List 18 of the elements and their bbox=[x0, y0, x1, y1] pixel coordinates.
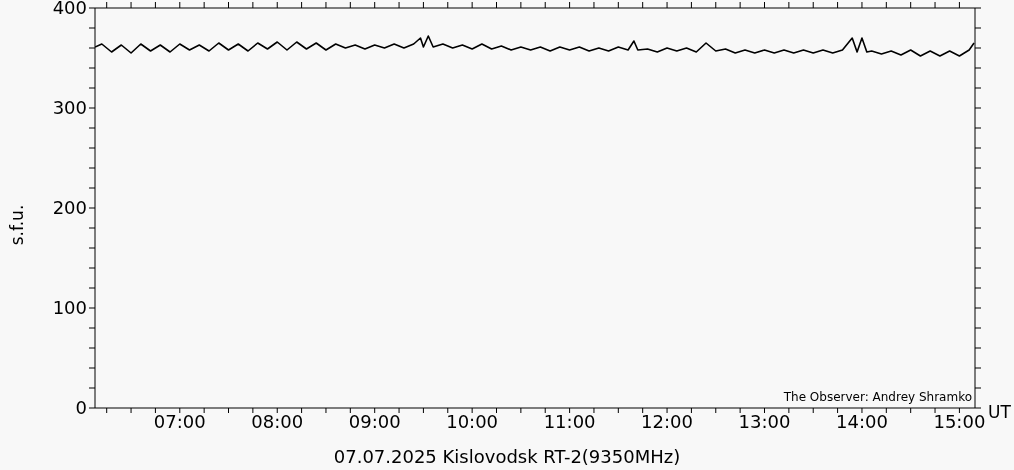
y-tick-label: 300 bbox=[52, 97, 87, 119]
annotation: The Observer: Andrey Shramko bbox=[783, 390, 972, 404]
y-tick-label: 200 bbox=[52, 197, 87, 219]
x-tick-label: 12:00 bbox=[641, 410, 693, 432]
y-tick-label: 400 bbox=[52, 0, 87, 19]
x-axis-title: UT bbox=[988, 402, 1011, 422]
x-tick-label: 09:00 bbox=[348, 410, 401, 432]
x-tick-label: 08:00 bbox=[251, 410, 304, 432]
x-tick-label: 11:00 bbox=[543, 410, 596, 432]
x-tick-label: 10:00 bbox=[446, 410, 499, 432]
y-tick-label: 100 bbox=[52, 297, 87, 319]
y-tick-label: 0 bbox=[75, 397, 87, 419]
text: 07.07.2025 Kislovodsk RT-2(9350MHz) bbox=[332, 446, 682, 467]
x-tick-label: 14:00 bbox=[836, 410, 888, 432]
x-tick-label: 07:00 bbox=[153, 410, 206, 432]
x-tick-label: 13:00 bbox=[738, 410, 791, 432]
x-tick-label: 15:00 bbox=[933, 410, 986, 432]
y-axis-title: s.f.u. bbox=[7, 204, 27, 246]
